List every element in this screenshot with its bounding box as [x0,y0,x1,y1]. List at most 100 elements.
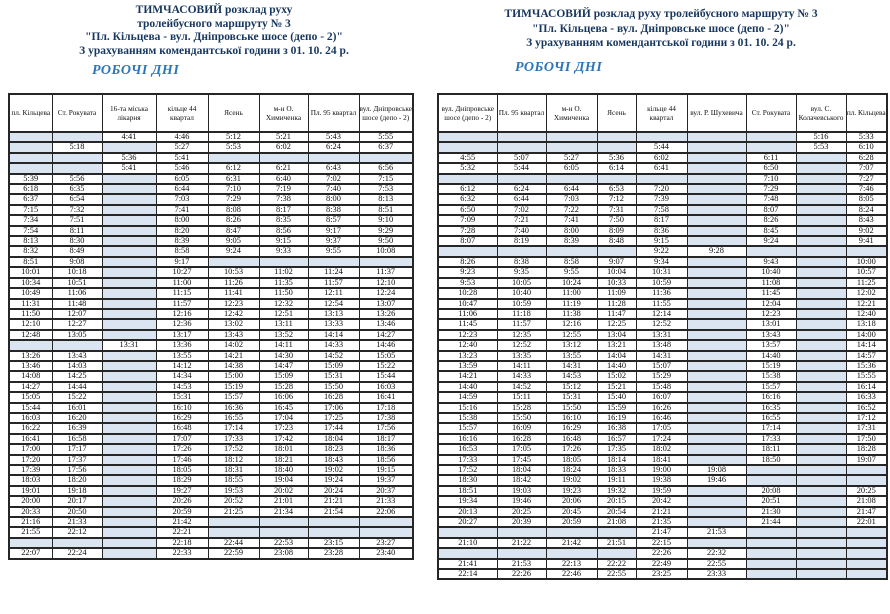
column-header: вул. С. Колачевського [795,93,847,133]
time-cell: 7:51 [51,214,103,227]
table-left: пл. Кільцева Ст. Рокувата 16-та міська лік… [8,93,414,560]
time-cell: 20:59 [155,505,209,519]
time-cell: 7:58 [635,203,688,217]
empty-cell [686,255,747,269]
time-cell: 8:26 [437,255,498,269]
table-row: 16:41 16:58 17:07 17:33 17:42 18:04 18:17 [8,432,414,446]
time-cell: 9:07 [596,255,637,269]
empty-cell [101,255,157,269]
time-cell: 8:38 [496,255,547,269]
time-cell: 15:31 [155,391,209,404]
table-row: 5:32 5:44 6:05 6:14 6:41 6:50 7:07 [437,162,888,175]
empty-cell [745,568,797,581]
time-cell: 17:45 [496,453,547,467]
empty-cell [845,557,888,571]
empty-cell [686,328,747,342]
time-cell: 12:27 [51,318,103,331]
time-cell: 23:25 [635,568,688,581]
time-cell: 16:28 [496,432,547,446]
empty-cell [795,193,847,206]
time-cell: 21:30 [745,505,797,519]
right-schedule-panel: ТИМЧАСОВИЙ розклад руху тролейбусного ма… [432,0,890,581]
table-row: 14:08 14:25 14:34 15:00 15:09 15:31 15:44 [8,370,414,383]
time-cell: 13:33 [307,318,360,331]
time-cell: 13:43 [207,328,260,342]
right-section-label: РОБОЧІ ДНІ [515,59,603,75]
time-cell: 8:00 [307,193,360,206]
time-cell: 19:34 [437,495,498,508]
time-cell: 6:43 [307,162,360,175]
time-cell: 14:40 [745,349,797,362]
table-row: 9:22 9:28 [437,245,888,258]
time-cell: 13:43 [51,349,103,362]
time-cell: 8:00 [155,214,209,227]
empty-cell [686,193,747,206]
time-cell: 18:23 [307,443,360,456]
time-cell: 14:52 [496,380,547,394]
time-cell: 6:28 [845,151,888,165]
empty-cell [8,130,53,144]
time-cell: 5:43 [307,130,360,144]
time-cell: 21:53 [496,557,547,571]
time-cell: 13:01 [745,318,797,331]
time-cell: 17:31 [845,422,888,435]
time-cell: 10:18 [51,266,103,279]
table-row: 10:28 10:40 11:00 11:09 11:36 11:45 12:02 [437,287,888,300]
empty-cell [686,359,747,373]
empty-cell [437,130,498,144]
time-cell: 16:06 [258,391,309,404]
time-cell: 12:42 [207,307,260,321]
time-cell: 18:29 [155,474,209,487]
empty-cell [795,432,847,446]
empty-cell [686,515,747,529]
time-cell: 16:09 [496,422,547,435]
time-cell: 8:26 [745,214,797,227]
empty-cell [686,151,747,165]
empty-cell [596,130,637,144]
time-cell: 11:45 [745,287,797,300]
time-cell: 9:22 [635,245,688,258]
time-cell: 12:55 [545,328,598,342]
table-row: 19:34 19:46 20:06 20:15 20:42 20:51 21:08 [437,495,888,508]
table-row: 22:26 22:32 [437,547,888,560]
time-cell: 14:21 [437,370,498,383]
time-cell: 15:22 [358,359,414,373]
empty-cell [686,214,747,227]
time-cell: 18:12 [207,453,260,467]
table-row: 17:20 17:37 17:46 18:12 18:21 18:43 18:56 [8,453,414,467]
time-cell: 12:16 [545,318,598,331]
table-row: 5:41 5:46 6:12 6:21 6:43 6:56 [8,162,414,175]
empty-cell [596,245,637,258]
column-header: Пл. 95 квартал [496,93,547,133]
empty-cell [101,443,157,456]
empty-cell [8,141,53,154]
time-cell: 9:41 [845,235,888,248]
empty-cell [686,411,747,425]
time-cell: 18:31 [207,463,260,477]
time-cell: 8:39 [545,235,598,248]
empty-cell [101,453,157,467]
time-cell: 15:12 [545,380,598,394]
empty-cell [437,141,498,154]
empty-cell [795,422,847,435]
empty-cell [207,526,260,539]
time-cell: 16:41 [358,391,414,404]
table-row: 4:41 4:46 5:12 5:21 5:43 5:55 [8,130,414,144]
time-cell: 7:07 [845,162,888,175]
time-cell: 10:49 [8,287,53,300]
time-cell: 16:07 [635,391,688,404]
time-cell: 12:52 [635,318,688,331]
table-row: 9:23 9:35 9:55 10:04 10:31 10:40 10:57 [437,266,888,279]
time-cell: 15:19 [745,359,797,373]
table-row: 12:10 12:27 12:36 13:02 13:11 13:33 13:46 [8,318,414,331]
empty-cell [496,547,547,560]
empty-cell [795,307,847,321]
time-cell: 16:48 [545,432,598,446]
time-cell: 17:06 [307,401,360,415]
time-cell: 7:31 [596,203,637,217]
time-cell: 20:50 [51,505,103,519]
time-cell: 23:08 [258,547,309,560]
time-cell: 21:47 [845,505,888,519]
column-header: Пл. 95 квартал [307,93,360,133]
empty-cell [358,151,414,165]
